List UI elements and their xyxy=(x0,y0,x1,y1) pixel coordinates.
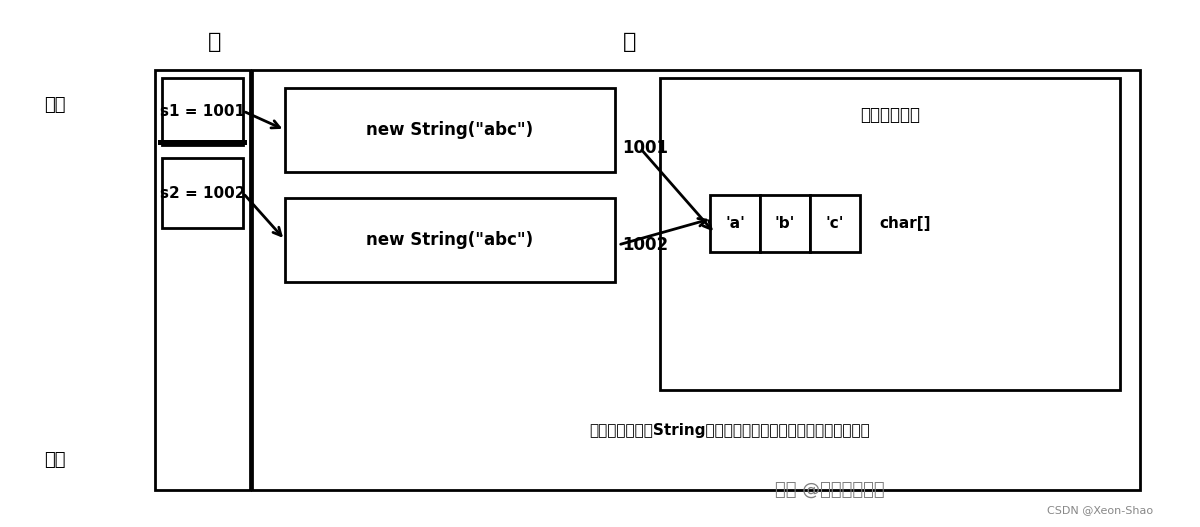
Text: s2 = 1002: s2 = 1002 xyxy=(160,186,245,200)
Bar xyxy=(760,195,810,252)
Bar xyxy=(155,70,250,490)
Text: 栈: 栈 xyxy=(209,32,222,52)
Bar xyxy=(162,78,242,145)
Text: CSDN @Xeon-Shao: CSDN @Xeon-Shao xyxy=(1046,505,1153,515)
Text: 栈底: 栈底 xyxy=(44,96,66,114)
Text: 'b': 'b' xyxy=(775,216,796,231)
Bar xyxy=(660,78,1120,390)
Bar xyxy=(252,70,1140,490)
Text: new String("abc"): new String("abc") xyxy=(366,121,534,139)
Bar xyxy=(810,195,860,252)
Bar xyxy=(286,88,616,172)
Text: 1002: 1002 xyxy=(622,236,668,254)
Text: s1 = 1001: s1 = 1001 xyxy=(160,104,245,119)
Text: 字符串常量池: 字符串常量池 xyxy=(860,106,920,124)
Text: 1001: 1001 xyxy=(622,139,668,157)
Bar xyxy=(710,195,760,252)
Text: 堆: 堆 xyxy=(623,32,637,52)
Bar xyxy=(286,198,616,282)
Bar xyxy=(158,140,247,145)
Bar xyxy=(162,158,242,228)
Text: 栈顶: 栈顶 xyxy=(44,451,66,469)
Text: 'c': 'c' xyxy=(826,216,845,231)
Text: new String("abc"): new String("abc") xyxy=(366,231,534,249)
Text: 假设我们使用了String类构造器构造了两个字面量相同的字符串: 假设我们使用了String类构造器构造了两个字面量相同的字符串 xyxy=(589,423,870,437)
Text: char[]: char[] xyxy=(880,216,931,231)
Text: 知乎 @师爷说屁股疼: 知乎 @师爷说屁股疼 xyxy=(775,481,884,499)
Text: 'a': 'a' xyxy=(725,216,745,231)
